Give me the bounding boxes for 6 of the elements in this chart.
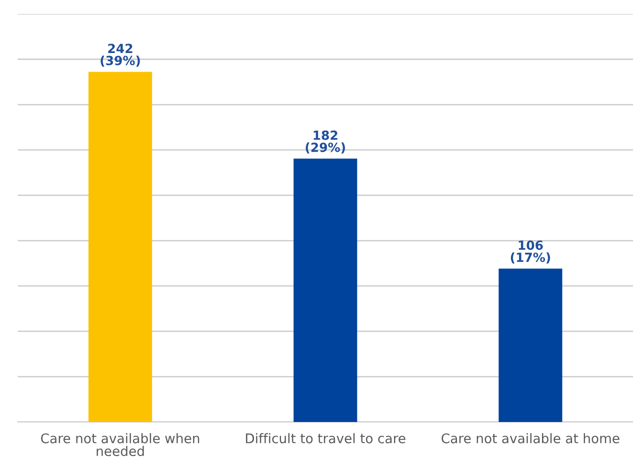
- x-tick-label: Care not available at home: [442, 433, 620, 444]
- data-label: 182 (29%): [306, 130, 345, 154]
- data-label: 106 (17%): [510, 240, 550, 264]
- x-tick-label: Care not available when needed: [41, 433, 200, 456]
- data-label: 242 (39%): [100, 44, 140, 67]
- x-tick-label: Difficult to travel to care: [246, 433, 406, 444]
